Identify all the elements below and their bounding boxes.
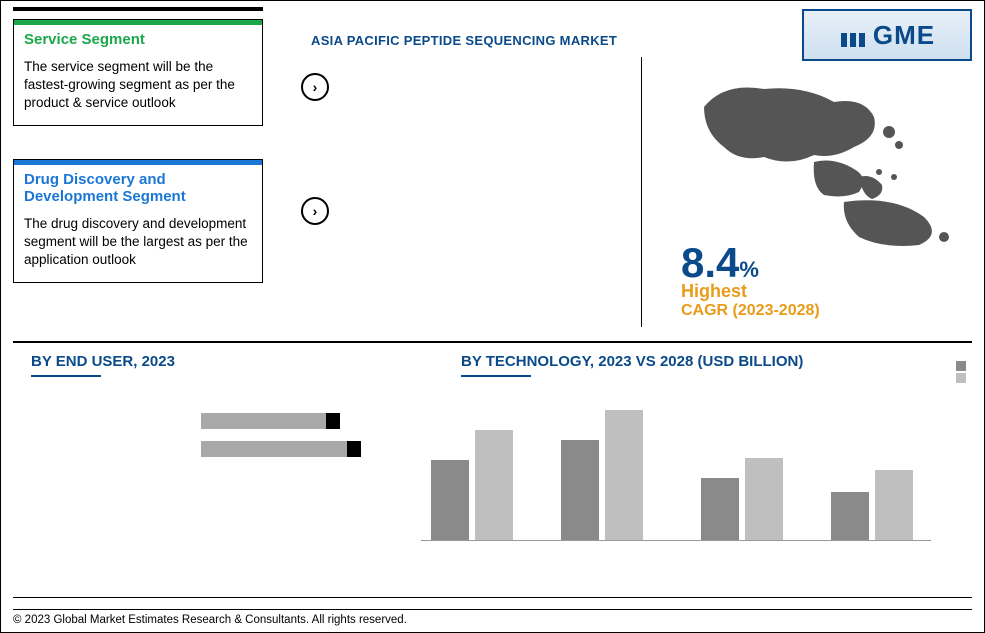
bar-group [831,470,913,540]
cagr-range-label: CAGR (2023-2028) [681,302,820,320]
enduser-bar-row [201,439,361,459]
bar-segment [201,441,347,457]
technology-chart [421,381,931,561]
bar-2028 [875,470,913,540]
footer-copyright: © 2023 Global Market Estimates Research … [13,609,972,626]
bar-2023 [561,440,599,540]
cagr-block: 8.4% Highest CAGR (2023-2028) [681,239,820,320]
bar-2023 [431,460,469,540]
chart-legend: 2023 2028 [956,361,970,385]
enduser-chart [201,411,361,467]
legend-swatch-2028 [956,373,966,383]
vertical-separator [641,57,642,327]
legend-swatch-2023 [956,361,966,371]
footer-separator [13,597,972,598]
section-title-enduser: BY END USER, 2023 [31,353,175,370]
bar-group [561,410,643,540]
underline-enduser [31,375,101,377]
bar-2023 [831,492,869,540]
card-title: Drug Discovery and Development Segment [14,165,262,209]
page-title: ASIA PACIFIC PEPTIDE SEQUENCING MARKET [311,33,617,48]
info-card-1: Drug Discovery and Development Segment T… [13,159,263,283]
bar-segment [201,413,326,429]
card-body: The drug discovery and development segme… [14,209,262,282]
asia-pacific-map [694,77,954,247]
bar-group [431,430,513,540]
logo-text: GME [873,20,935,51]
arrow-circle-icon: › [301,73,329,101]
arrow-circle-icon: › [301,197,329,225]
bar-cap [347,441,361,457]
top-accent-bar [13,7,263,11]
info-card-0: Service Segment The service segment will… [13,19,263,126]
bar-2023 [701,478,739,540]
card-body: The service segment will be the fastest-… [14,52,262,125]
cagr-value: 8.4 [681,239,739,286]
bar-group [701,458,783,540]
bar-2028 [605,410,643,540]
bar-2028 [745,458,783,540]
logo: GME [802,9,972,61]
bars-icon [839,21,867,49]
horizontal-separator [13,341,972,343]
section-title-technology: BY TECHNOLOGY, 2023 VS 2028 (USD BILLION… [461,353,803,370]
enduser-bar-row [201,411,361,431]
cagr-percent: % [739,257,759,282]
underline-technology [461,375,531,377]
card-title: Service Segment [14,25,262,52]
bar-cap [326,413,340,429]
chart-baseline [421,540,931,541]
bar-2028 [475,430,513,540]
